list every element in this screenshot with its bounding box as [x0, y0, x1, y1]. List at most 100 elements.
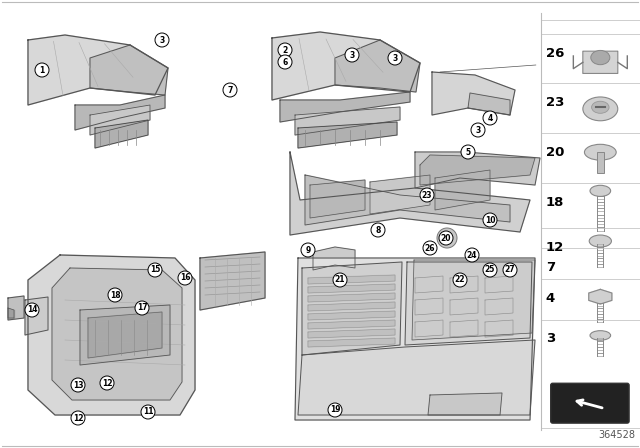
Circle shape [461, 145, 475, 159]
Polygon shape [8, 308, 14, 318]
Circle shape [437, 228, 457, 248]
Polygon shape [313, 247, 355, 270]
Text: 16: 16 [180, 273, 190, 283]
Polygon shape [308, 275, 395, 284]
Polygon shape [280, 92, 410, 122]
Polygon shape [88, 312, 162, 358]
Text: 364528: 364528 [598, 430, 635, 440]
Ellipse shape [589, 235, 611, 247]
Text: 20: 20 [441, 233, 451, 242]
Circle shape [301, 243, 315, 257]
Text: 8: 8 [375, 225, 381, 234]
Text: 3: 3 [159, 35, 164, 44]
Ellipse shape [590, 185, 611, 196]
Polygon shape [75, 95, 165, 130]
Polygon shape [295, 107, 400, 135]
Text: 5: 5 [465, 147, 470, 156]
Text: 18: 18 [109, 290, 120, 300]
Polygon shape [80, 305, 170, 365]
Polygon shape [435, 170, 490, 210]
Circle shape [135, 301, 149, 315]
Circle shape [388, 51, 402, 65]
Polygon shape [428, 393, 502, 415]
Bar [596, 152, 604, 173]
Polygon shape [310, 180, 365, 218]
Text: 4: 4 [488, 113, 493, 122]
Polygon shape [308, 329, 395, 338]
Text: 14: 14 [27, 306, 37, 314]
Circle shape [465, 248, 479, 262]
Polygon shape [272, 32, 420, 100]
Polygon shape [305, 175, 510, 225]
Polygon shape [450, 276, 478, 293]
Polygon shape [90, 45, 168, 95]
Text: 23: 23 [546, 96, 564, 109]
Polygon shape [298, 122, 397, 148]
Text: 3: 3 [392, 53, 397, 63]
Text: 3: 3 [349, 51, 355, 60]
Text: 4: 4 [546, 292, 555, 305]
Polygon shape [485, 320, 513, 337]
Polygon shape [412, 260, 535, 340]
Polygon shape [295, 258, 535, 420]
Polygon shape [308, 338, 395, 347]
Ellipse shape [591, 51, 610, 65]
Polygon shape [308, 311, 395, 320]
FancyBboxPatch shape [583, 51, 618, 73]
Text: 7: 7 [546, 261, 555, 274]
Text: 1: 1 [40, 65, 45, 74]
Text: 26: 26 [425, 244, 435, 253]
Polygon shape [200, 252, 265, 310]
Circle shape [439, 231, 453, 245]
Circle shape [420, 188, 434, 202]
Polygon shape [415, 298, 443, 315]
Polygon shape [8, 296, 24, 320]
Circle shape [141, 405, 155, 419]
Circle shape [278, 55, 292, 69]
Polygon shape [298, 340, 535, 415]
Circle shape [471, 123, 485, 137]
Polygon shape [468, 93, 510, 115]
Circle shape [71, 378, 85, 392]
Text: 24: 24 [467, 250, 477, 259]
Text: 17: 17 [137, 303, 147, 313]
Polygon shape [420, 155, 535, 185]
Circle shape [371, 223, 385, 237]
Circle shape [148, 263, 162, 277]
Polygon shape [405, 262, 532, 345]
Polygon shape [95, 120, 148, 148]
Polygon shape [432, 72, 515, 115]
Circle shape [483, 263, 497, 277]
Polygon shape [90, 105, 150, 135]
Text: 19: 19 [330, 405, 340, 414]
Polygon shape [450, 298, 478, 315]
Text: 15: 15 [150, 266, 160, 275]
Polygon shape [290, 152, 530, 235]
Polygon shape [28, 35, 168, 105]
Circle shape [328, 403, 342, 417]
Circle shape [503, 263, 517, 277]
Text: 27: 27 [505, 266, 515, 275]
Circle shape [483, 213, 497, 227]
Text: 13: 13 [73, 380, 83, 389]
Polygon shape [415, 152, 540, 188]
Circle shape [453, 273, 467, 287]
Polygon shape [589, 289, 612, 304]
Circle shape [333, 273, 347, 287]
Text: 12: 12 [102, 379, 112, 388]
Polygon shape [28, 255, 195, 415]
Ellipse shape [590, 331, 611, 340]
Circle shape [35, 63, 49, 77]
Polygon shape [302, 262, 402, 355]
Polygon shape [415, 320, 443, 337]
Circle shape [345, 48, 359, 62]
Text: 21: 21 [335, 276, 345, 284]
Circle shape [278, 43, 292, 57]
Circle shape [108, 288, 122, 302]
Text: 3: 3 [546, 332, 555, 345]
Text: 12: 12 [546, 241, 564, 254]
Circle shape [423, 241, 437, 255]
Polygon shape [450, 320, 478, 337]
Text: 12: 12 [73, 414, 83, 422]
Ellipse shape [583, 97, 618, 121]
